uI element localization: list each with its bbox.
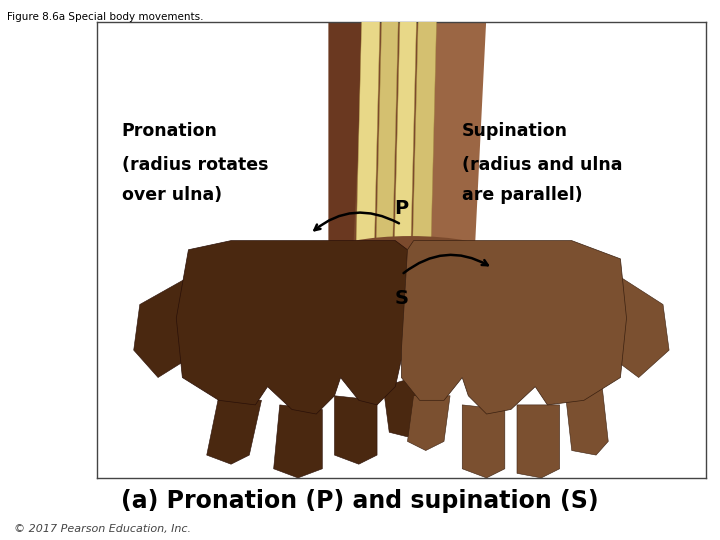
- Polygon shape: [413, 12, 437, 259]
- Text: Figure 8.6a Special body movements.: Figure 8.6a Special body movements.: [7, 12, 204, 22]
- Text: over ulna): over ulna): [122, 186, 222, 204]
- Polygon shape: [408, 396, 450, 450]
- Text: (radius rotates: (radius rotates: [122, 157, 268, 174]
- Polygon shape: [462, 405, 505, 478]
- Text: (a) Pronation (P) and supination (S): (a) Pronation (P) and supination (S): [121, 489, 599, 513]
- Polygon shape: [394, 12, 417, 259]
- Polygon shape: [376, 12, 398, 259]
- Ellipse shape: [331, 236, 490, 268]
- Polygon shape: [328, 12, 487, 259]
- Polygon shape: [402, 241, 626, 414]
- Text: © 2017 Pearson Education, Inc.: © 2017 Pearson Education, Inc.: [14, 523, 192, 534]
- Polygon shape: [274, 405, 323, 478]
- Text: Pronation: Pronation: [122, 122, 217, 140]
- Text: are parallel): are parallel): [462, 186, 583, 204]
- Polygon shape: [328, 12, 365, 259]
- Polygon shape: [335, 396, 377, 464]
- Polygon shape: [176, 241, 408, 414]
- Polygon shape: [383, 377, 420, 437]
- Polygon shape: [602, 277, 669, 377]
- Polygon shape: [134, 277, 201, 377]
- Polygon shape: [207, 396, 261, 464]
- Polygon shape: [356, 12, 380, 259]
- Polygon shape: [431, 12, 487, 259]
- Polygon shape: [566, 387, 608, 455]
- Text: Supination: Supination: [462, 122, 568, 140]
- Polygon shape: [517, 405, 559, 478]
- Text: S: S: [395, 288, 408, 308]
- Text: (radius and ulna: (radius and ulna: [462, 157, 623, 174]
- Text: P: P: [395, 199, 408, 218]
